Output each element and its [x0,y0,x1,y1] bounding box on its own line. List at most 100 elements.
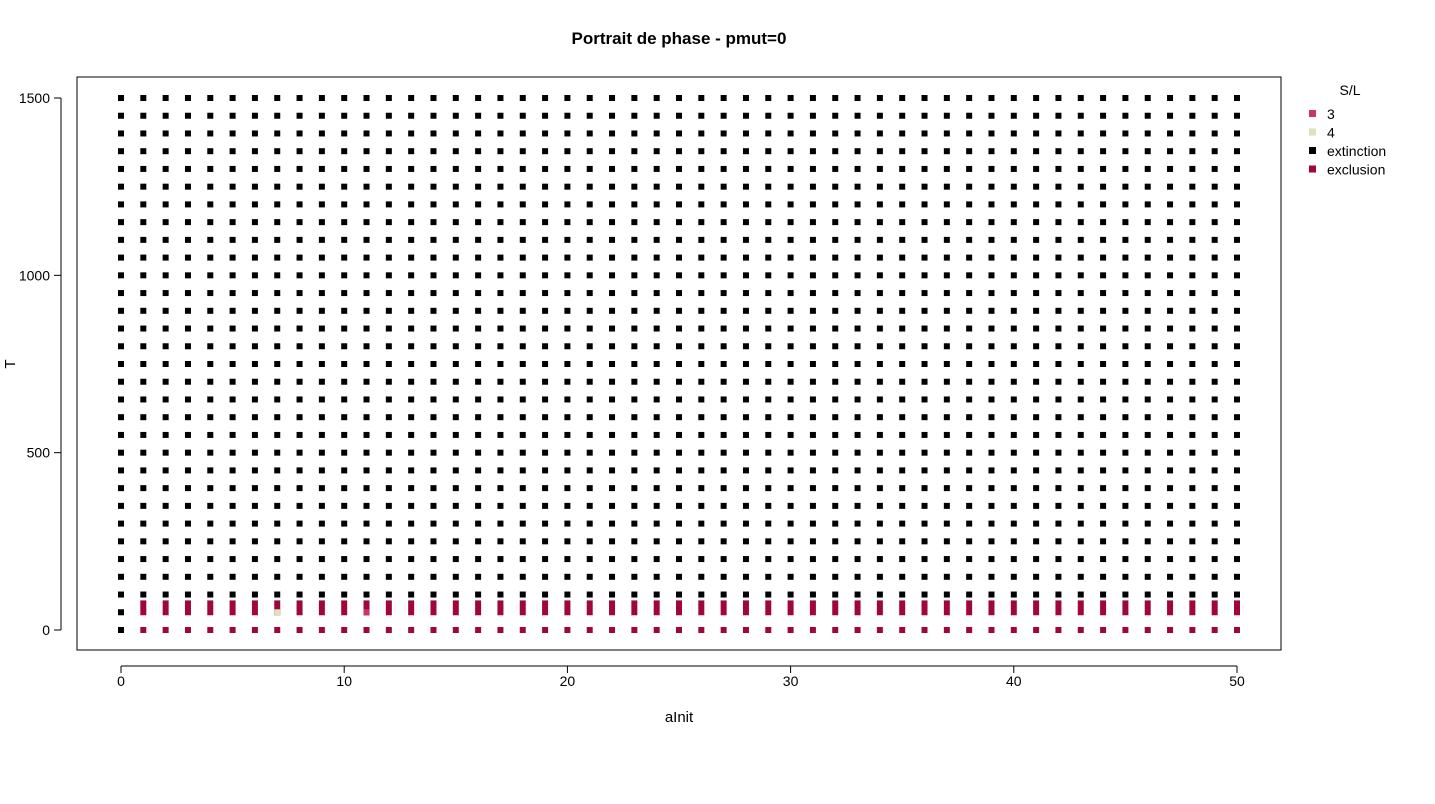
data-point-extinction [1234,502,1240,509]
data-point-extinction [184,272,191,279]
data-point-extinction [899,254,906,261]
data-point-extinction [966,165,973,172]
data-point-extinction [698,467,705,474]
data-point-extinction [162,414,169,421]
data-point-extinction [564,183,571,190]
data-point-extinction [609,573,616,580]
data-point-extinction [542,272,549,279]
data-point-extinction [1077,343,1084,350]
data-point-extinction [676,130,682,137]
data-point-extinction [899,183,906,190]
data-point-extinction [765,520,772,527]
data-point-extinction [1055,396,1062,403]
data-point-exclusion [631,627,638,633]
data-point-exclusion [497,627,504,633]
data-point-extinction [207,431,214,438]
data-point-extinction [475,467,482,474]
data-point-extinction [832,414,839,421]
data-point-extinction [363,219,370,226]
data-point-extinction [653,378,660,385]
data-point-extinction [430,290,437,297]
data-point-extinction [430,538,437,545]
data-point-extinction [1211,467,1218,474]
data-point-extinction [1122,467,1129,474]
data-point-extinction [430,307,437,314]
data-point-extinction [1189,254,1196,261]
data-point-exclusion [452,627,459,633]
data-point-extinction [631,361,638,367]
data-point-extinction [966,449,973,456]
data-point-extinction [1033,378,1040,385]
data-point-extinction [720,431,727,438]
data-point-extinction [251,538,258,545]
data-point-extinction [698,254,705,261]
data-point-exclusion [1189,600,1196,616]
data-point-extinction [609,236,616,243]
data-point-extinction [1077,148,1084,155]
data-point-extinction [207,467,214,474]
data-point-extinction [341,414,348,421]
data-point-extinction [832,502,839,509]
data-point-extinction [586,449,593,456]
data-point-extinction [720,165,727,172]
data-point-exclusion [720,627,727,633]
data-point-extinction [787,183,794,190]
data-point-extinction [832,236,839,243]
data-point-extinction [140,254,147,261]
data-point-extinction [385,502,392,509]
data-point-extinction [118,254,124,261]
data-point-extinction [296,236,303,243]
data-point-exclusion [809,600,816,616]
data-point-exclusion [787,627,794,633]
data-point-extinction [899,112,906,119]
data-point-extinction [653,343,660,350]
data-point-extinction [430,95,437,101]
data-point-extinction [586,396,593,403]
data-point-extinction [475,95,482,101]
data-point-extinction [452,236,459,243]
data-point-extinction [809,431,816,438]
data-point-extinction [1033,431,1040,438]
data-point-extinction [1144,520,1151,527]
data-point-extinction [1211,378,1218,385]
data-point-exclusion [251,600,258,616]
data-point-exclusion [542,600,549,616]
data-point-extinction [1234,343,1240,350]
data-point-extinction [1100,343,1107,350]
data-point-extinction [631,396,638,403]
data-point-extinction [966,254,973,261]
data-point-extinction [140,591,147,598]
data-point-extinction [1122,343,1129,350]
data-point-extinction [318,254,325,261]
data-point-extinction [1077,414,1084,421]
data-point-extinction [1189,414,1196,421]
data-point-extinction [720,95,727,101]
data-point-extinction [251,396,258,403]
data-point-extinction [363,112,370,119]
data-point-extinction [162,254,169,261]
data-point-extinction [363,325,370,332]
data-point-extinction [251,467,258,474]
data-point-extinction [318,378,325,385]
data-point-extinction [631,112,638,119]
data-point-extinction [385,431,392,438]
plot-frame [76,76,1282,651]
data-point-extinction [296,343,303,350]
data-point-extinction [140,183,147,190]
data-point-extinction [207,290,214,297]
data-point-extinction [988,449,995,456]
data-point-extinction [1010,112,1017,119]
data-point-exclusion [676,627,682,633]
data-point-extinction [1189,95,1196,101]
data-point-extinction [229,538,236,545]
data-point-extinction [854,591,861,598]
data-point-extinction [318,236,325,243]
data-point-extinction [1033,591,1040,598]
data-point-extinction [385,325,392,332]
data-point-extinction [676,396,682,403]
data-point-extinction [1211,165,1218,172]
data-point-extinction [229,272,236,279]
data-point-extinction [140,520,147,527]
data-point-extinction [787,112,794,119]
data-point-extinction [988,148,995,155]
